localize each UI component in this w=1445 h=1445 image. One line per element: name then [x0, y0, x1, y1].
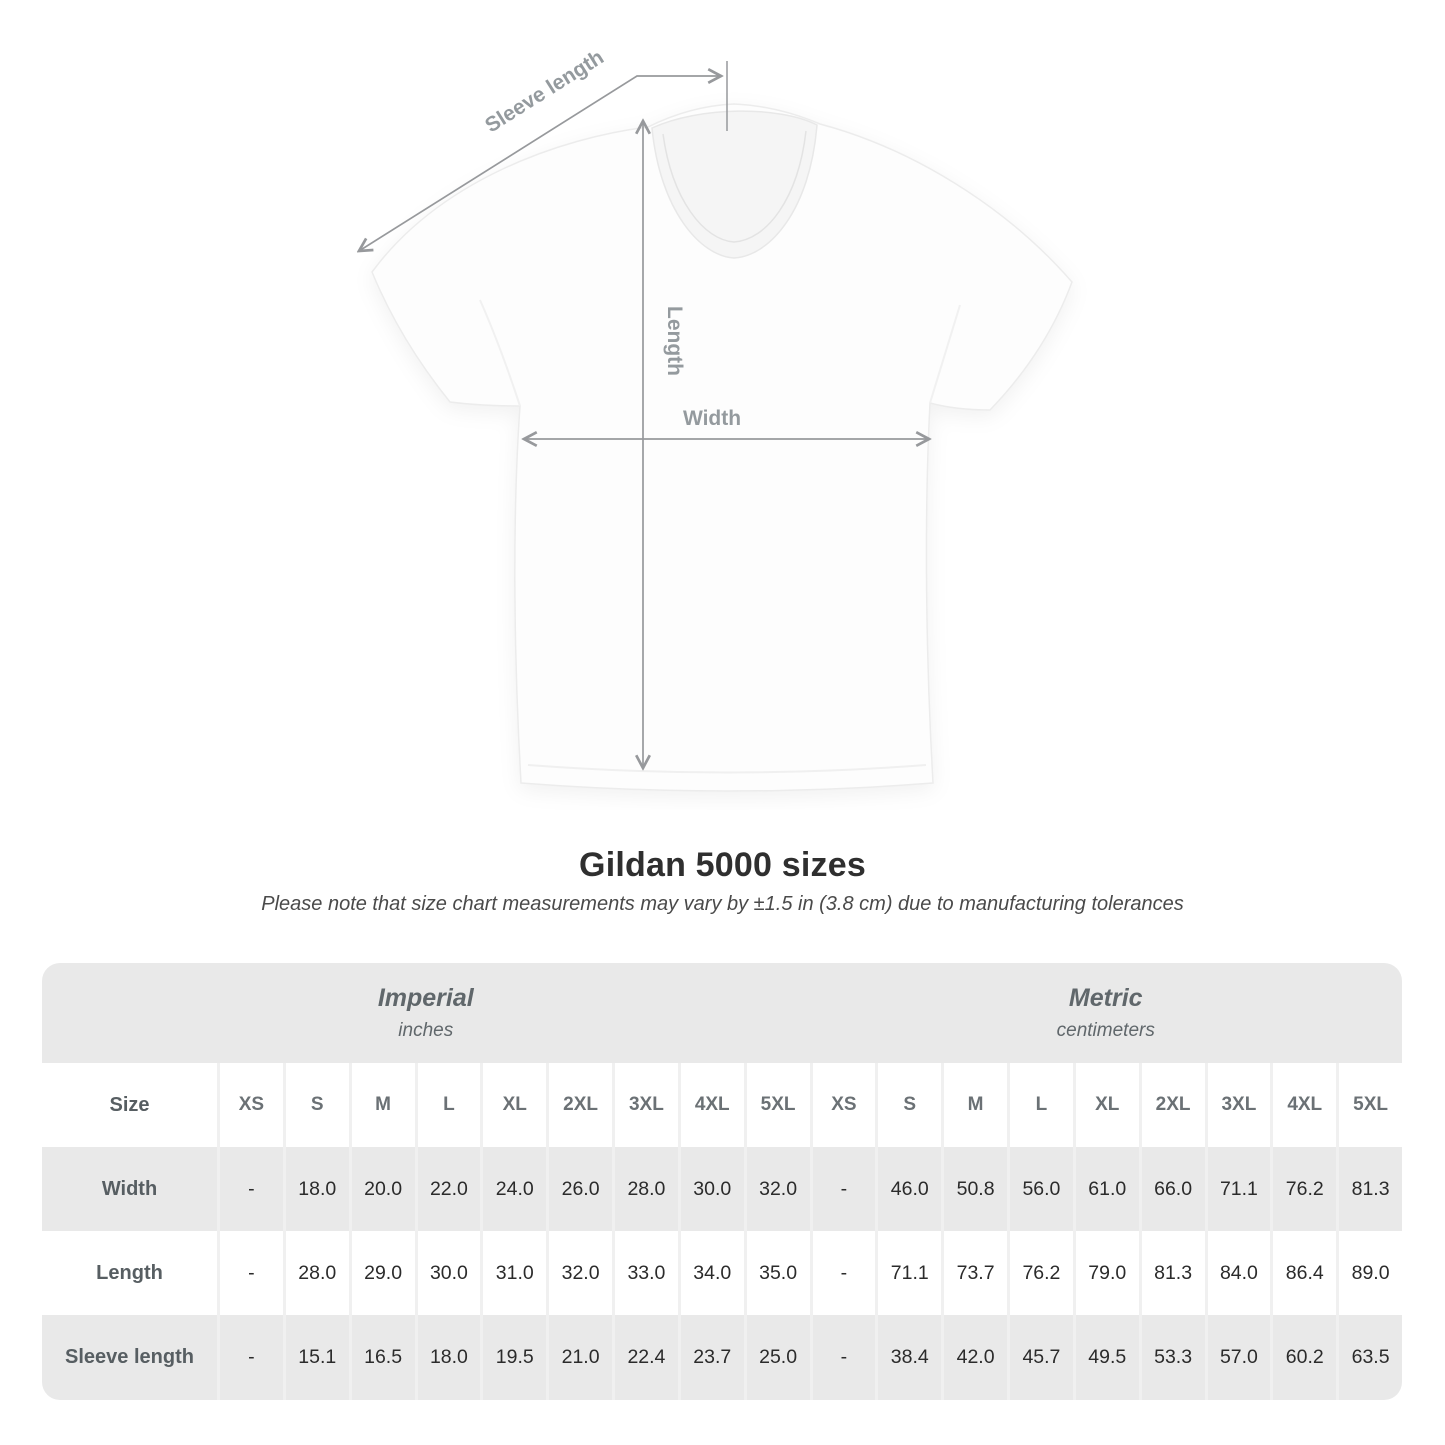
row-label: Length: [42, 1231, 217, 1315]
left-sleeve-seam: [479, 299, 521, 407]
imperial-size-header: 4XL: [677, 1063, 744, 1147]
metric-value: 38.4: [875, 1315, 942, 1400]
metric-value: 61.0: [1072, 1147, 1139, 1231]
imperial-size-header: L: [414, 1063, 481, 1147]
metric-value: -: [809, 1315, 876, 1400]
imperial-value: 34.0: [677, 1231, 744, 1315]
metric-size-header: 2XL: [1138, 1063, 1205, 1147]
tshirt-measure-diagram: Sleeve length Length Width: [335, 50, 1073, 792]
imperial-value: 20.0: [348, 1147, 415, 1231]
imperial-value: 30.0: [677, 1147, 744, 1231]
imperial-size-header: XS: [217, 1063, 283, 1147]
metric-value: 73.7: [941, 1231, 1007, 1315]
imperial-value: 16.5: [348, 1315, 415, 1400]
measurement-annotations: [359, 61, 929, 768]
metric-value: 57.0: [1204, 1315, 1271, 1400]
metric-value: 76.2: [1270, 1147, 1337, 1231]
imperial-value: 28.0: [282, 1231, 349, 1315]
hem-stitch: [527, 764, 927, 774]
metric-value: -: [809, 1231, 876, 1315]
metric-value: 71.1: [1204, 1147, 1271, 1231]
imperial-value: 30.0: [414, 1231, 481, 1315]
imperial-value: 35.0: [743, 1231, 810, 1315]
metric-size-header: XL: [1072, 1063, 1139, 1147]
imperial-value: 15.1: [282, 1315, 349, 1400]
tshirt-silhouette: [371, 103, 1073, 792]
tolerance-note: Please note that size chart measurements…: [261, 893, 1184, 915]
metric-size-header: M: [941, 1063, 1007, 1147]
sleeve-length-label: Sleeve length: [481, 50, 608, 137]
size-column-header: Size: [42, 1063, 217, 1147]
imperial-value: 33.0: [612, 1231, 678, 1315]
metric-value: 45.7: [1007, 1315, 1073, 1400]
imperial-size-header: S: [282, 1063, 349, 1147]
right-sleeve-seam: [929, 304, 961, 404]
imperial-value: 31.0: [480, 1231, 547, 1315]
metric-value: 56.0: [1007, 1147, 1073, 1231]
width-label: Width: [683, 407, 741, 430]
metric-value: 50.8: [941, 1147, 1007, 1231]
imperial-value: 29.0: [348, 1231, 415, 1315]
imperial-value: 22.0: [414, 1147, 481, 1231]
metric-size-header: L: [1007, 1063, 1073, 1147]
imperial-value: 19.5: [480, 1315, 547, 1400]
row-label: Sleeve length: [42, 1315, 217, 1400]
imperial-value: 21.0: [546, 1315, 612, 1400]
imperial-value: 23.7: [677, 1315, 744, 1400]
size-chart-grid: Size XS S M L XL 2XL 3XL 4XL 5XL XS S M L XL 2XL 3XL 4XL 5…: [42, 1063, 1402, 1400]
imperial-value: 26.0: [546, 1147, 612, 1231]
tshirt-image: [371, 103, 1073, 792]
imperial-value: 18.0: [282, 1147, 349, 1231]
metric-value: 42.0: [941, 1315, 1007, 1400]
imperial-size-header: XL: [480, 1063, 547, 1147]
metric-value: 53.3: [1138, 1315, 1205, 1400]
metric-size-header: S: [875, 1063, 942, 1147]
imperial-value: 28.0: [612, 1147, 678, 1231]
imperial-value: -: [217, 1315, 283, 1400]
imperial-value: -: [217, 1147, 283, 1231]
metric-size-header: 4XL: [1270, 1063, 1337, 1147]
imperial-title: Imperial: [377, 984, 474, 1012]
metric-size-header: 5XL: [1336, 1063, 1402, 1147]
imperial-value: -: [217, 1231, 283, 1315]
metric-value: 76.2: [1007, 1231, 1073, 1315]
imperial-value: 32.0: [743, 1147, 810, 1231]
metric-size-header: 3XL: [1204, 1063, 1271, 1147]
metric-value: 49.5: [1072, 1315, 1139, 1400]
imperial-value: 25.0: [743, 1315, 810, 1400]
metric-value: 86.4: [1270, 1231, 1337, 1315]
sleeve-length-arrow: [359, 76, 721, 251]
metric-section-header: Metric centimeters: [810, 963, 1403, 1063]
metric-value: 71.1: [875, 1231, 942, 1315]
imperial-size-header: 2XL: [546, 1063, 612, 1147]
metric-unit: centimeters: [1056, 1020, 1155, 1041]
imperial-size-header: M: [348, 1063, 415, 1147]
length-label: Length: [663, 306, 686, 376]
imperial-value: 32.0: [546, 1231, 612, 1315]
imperial-size-header: 3XL: [612, 1063, 678, 1147]
imperial-value: 18.0: [414, 1315, 481, 1400]
unit-header-row: Imperial inches Metric centimeters: [42, 963, 1402, 1063]
page-title: Gildan 5000 sizes: [579, 846, 866, 884]
metric-value: 60.2: [1270, 1315, 1337, 1400]
imperial-value: 24.0: [480, 1147, 547, 1231]
metric-value: -: [809, 1147, 876, 1231]
metric-value: 81.3: [1336, 1147, 1402, 1231]
imperial-section-header: Imperial inches: [42, 963, 810, 1063]
imperial-unit: inches: [398, 1020, 454, 1041]
metric-title: Metric: [1068, 984, 1143, 1012]
imperial-value: 22.4: [612, 1315, 678, 1400]
imperial-size-header: 5XL: [743, 1063, 810, 1147]
metric-value: 81.3: [1138, 1231, 1205, 1315]
row-label: Width: [42, 1147, 217, 1231]
metric-value: 84.0: [1204, 1231, 1271, 1315]
metric-value: 66.0: [1138, 1147, 1205, 1231]
metric-value: 89.0: [1336, 1231, 1402, 1315]
metric-size-header: XS: [809, 1063, 876, 1147]
metric-value: 79.0: [1072, 1231, 1139, 1315]
metric-value: 46.0: [875, 1147, 942, 1231]
metric-value: 63.5: [1336, 1315, 1402, 1400]
size-chart-table: Imperial inches Metric centimeters Size X…: [42, 963, 1402, 1400]
